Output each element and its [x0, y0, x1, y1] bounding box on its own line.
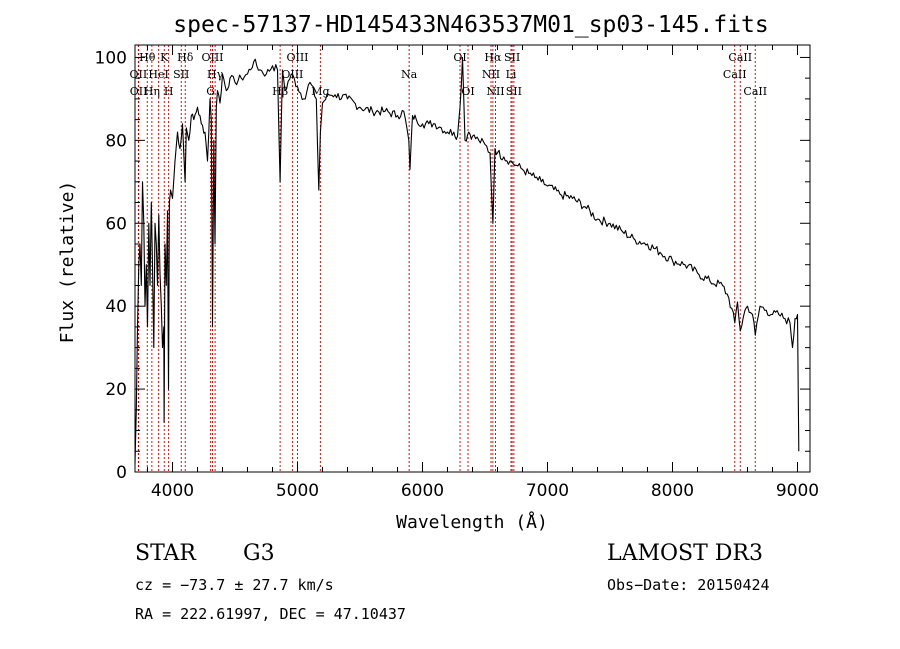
spectral-line-markers — [137, 45, 756, 472]
spectral-line-label: OII — [130, 85, 148, 98]
spectral-line-label: OI — [453, 51, 466, 64]
chart-title: spec-57137-HD145433N463537M01_sp03-145.f… — [173, 12, 768, 38]
spectral-line-label: Na — [401, 68, 418, 81]
spectral-line-label: NII — [486, 85, 504, 98]
spectral-line-label: NII — [482, 68, 500, 81]
spectral-line-label: OII — [130, 68, 148, 81]
spectral-line-label: Hγ — [207, 68, 224, 81]
spectral-line-label: Hα — [484, 51, 502, 64]
y-tick-label: 40 — [105, 297, 127, 317]
x-tick-label: 7000 — [526, 481, 569, 501]
x-tick-label: 9000 — [776, 481, 819, 501]
spectral-line-label: OIII — [286, 51, 308, 64]
coordinates: RA = 222.61997, DEC = 47.10437 — [135, 605, 406, 623]
spectral-line-label: Hθ — [139, 51, 156, 64]
redshift-readout: cz = −73.7 ± 27.7 km/s — [135, 576, 334, 594]
x-tick-label: 5000 — [276, 481, 319, 501]
y-tick-label: 80 — [105, 131, 127, 151]
spectral-line-label: CaII — [743, 85, 767, 98]
survey-name: LAMOST DR3 — [607, 541, 763, 566]
spectral-line-label: G — [206, 85, 215, 98]
spectral-line-label: OIII — [201, 51, 223, 64]
x-tick-label: 6000 — [401, 481, 444, 501]
y-axis-label: Flux (relative) — [57, 181, 78, 344]
plot-frame — [134, 44, 811, 473]
spectral-line-label: Hδ — [177, 51, 194, 64]
spectral-line-label: Hβ — [272, 85, 288, 98]
spectral-line-label: Li — [506, 68, 517, 81]
y-tick-label: 100 — [95, 48, 127, 68]
flux-series-line — [134, 56, 800, 464]
spectral-line-label: H — [164, 85, 174, 98]
y-tick-label: 60 — [105, 214, 127, 234]
spectral-line-label: SII — [173, 68, 189, 81]
spectral-line-label: SII — [506, 85, 522, 98]
axis-ticks — [135, 45, 810, 473]
spectral-line-label: K — [160, 51, 169, 64]
spectral-line-label: Hη — [144, 85, 160, 98]
spectral-line-label: CaII — [728, 51, 752, 64]
x-tick-label: 4000 — [151, 481, 194, 501]
x-tick-label: 8000 — [651, 481, 694, 501]
x-axis-label: Wavelength (Å) — [396, 511, 548, 533]
spectral-line-label: CaII — [723, 68, 747, 81]
spectral-line-label: OI — [461, 85, 474, 98]
y-tick-label: 20 — [105, 380, 127, 400]
axis-tick-labels: 4000 5000 6000 7000 8000 9000 0 20 40 60 80 100 — [95, 48, 820, 501]
subclass: G3 — [243, 541, 275, 566]
object-class: STAR — [135, 541, 197, 566]
spectral-line-label: HeI — [148, 68, 168, 81]
spectral-line-label: SII — [504, 51, 520, 64]
obs-date: Obs−Date: 20150424 — [607, 576, 770, 594]
spectral-line-label: Mg — [311, 85, 329, 98]
y-tick-label: 0 — [116, 463, 127, 483]
